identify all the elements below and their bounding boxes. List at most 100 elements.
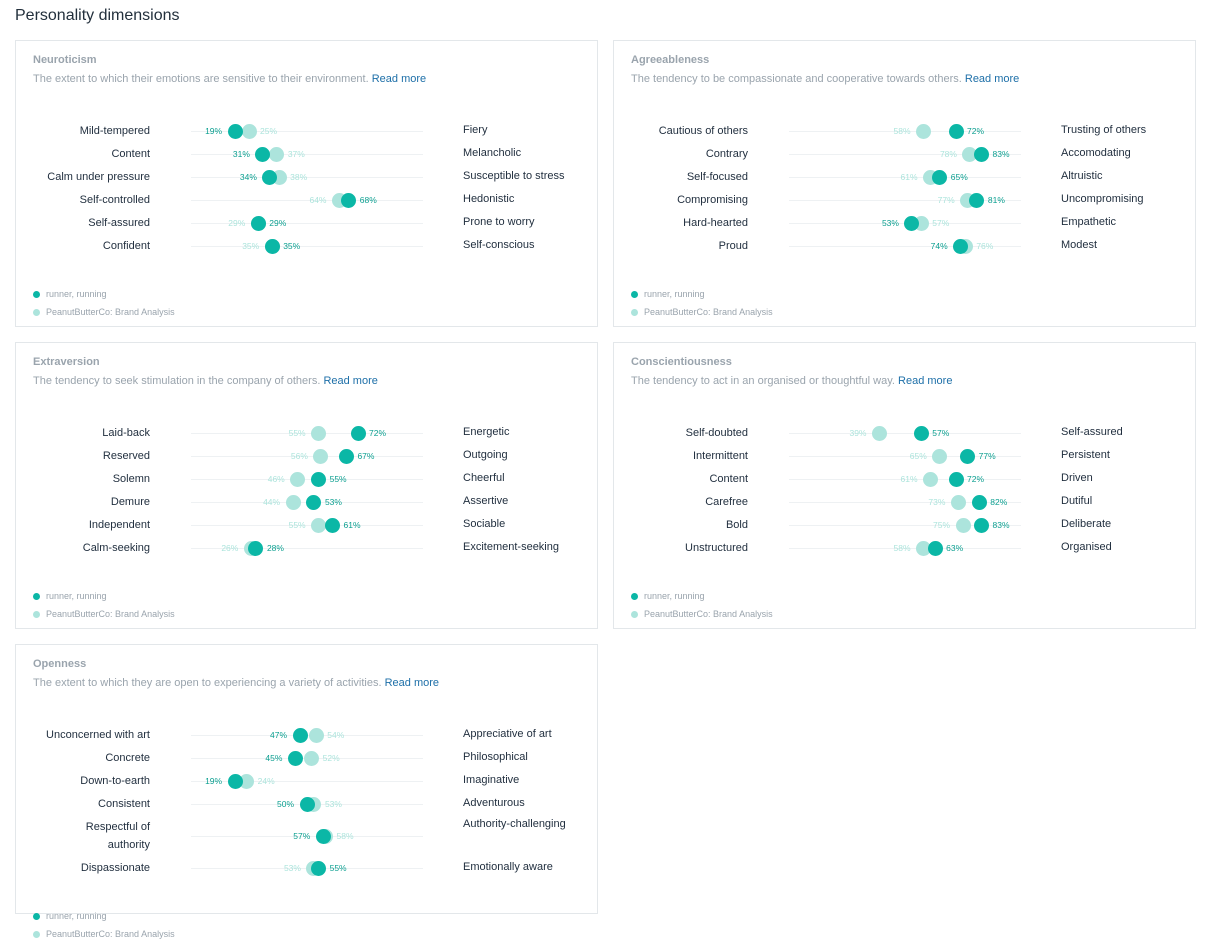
brand-percent: 58%	[893, 543, 911, 553]
legend-runner-label: runner, running	[46, 591, 107, 601]
legend-runner: runner, running	[33, 911, 107, 921]
runner-percent: 31%	[232, 149, 250, 159]
dimension-card: Conscientiousness The tendency to act in …	[613, 342, 1196, 629]
runner-percent: 63%	[946, 543, 964, 553]
runner-percent: 72%	[967, 474, 985, 484]
legend-runner: runner, running	[631, 289, 705, 299]
trait-scale-track	[191, 200, 423, 201]
brand-percent: 53%	[324, 799, 342, 809]
runner-marker	[350, 425, 366, 441]
legend-runner-swatch	[631, 593, 638, 601]
trait-left-label: Reserved	[102, 450, 150, 462]
runner-marker	[311, 471, 327, 487]
dimension-card: Extraversion The tendency to seek stimula…	[15, 342, 598, 629]
trait-right-label: Self-conscious	[463, 239, 535, 251]
runner-percent: 19%	[205, 776, 223, 786]
runner-marker	[255, 146, 271, 162]
read-more-link[interactable]: Read more	[898, 375, 953, 387]
trait-left-label: Mild-tempered	[79, 125, 150, 137]
trait-left-label: Respectful of authority	[85, 821, 150, 851]
runner-marker	[953, 238, 969, 254]
read-more-link[interactable]: Read more	[371, 73, 427, 85]
trait-left-label: Proud	[718, 240, 748, 252]
read-more-link[interactable]: Read more	[384, 677, 440, 689]
runner-marker	[948, 471, 964, 487]
runner-marker	[341, 192, 357, 208]
brand-marker	[241, 123, 257, 139]
trait-left-label: Demure	[110, 496, 150, 508]
trait-scale-track	[789, 502, 1021, 503]
trait-right-label: Altruistic	[1061, 170, 1103, 182]
runner-percent: 83%	[992, 149, 1010, 159]
brand-marker	[308, 727, 324, 743]
runner-percent: 35%	[283, 241, 301, 251]
brand-marker	[290, 471, 306, 487]
runner-marker	[250, 215, 266, 231]
trait-scale-track	[191, 781, 423, 782]
runner-marker	[338, 448, 354, 464]
read-more-link[interactable]: Read more	[964, 73, 1020, 85]
brand-percent: 58%	[893, 126, 911, 136]
legend-runner-label: runner, running	[644, 289, 705, 299]
trait-scale-track	[789, 177, 1021, 178]
legend-brand-label: PeanutButterCo: Brand Analysis	[46, 929, 175, 939]
trait-left-label: Content	[709, 473, 748, 485]
trait-right-label: Persistent	[1061, 449, 1110, 461]
trait-right-label: Excitement-seeking	[463, 541, 559, 553]
trait-left-label: Down-to-earth	[80, 775, 150, 787]
runner-percent: 82%	[990, 497, 1008, 507]
runner-marker	[227, 773, 243, 789]
runner-percent: 81%	[987, 195, 1005, 205]
description-text: The tendency to be compassionate and coo…	[631, 73, 965, 85]
trait-left-label: Concrete	[105, 752, 150, 764]
trait-right-label: Susceptible to stress	[463, 170, 565, 182]
runner-percent: 55%	[329, 863, 347, 873]
runner-marker	[311, 860, 327, 876]
card-description: The tendency to be compassionate and coo…	[631, 73, 1019, 85]
runner-marker	[948, 123, 964, 139]
description-text: The tendency to act in an organised or t…	[631, 375, 899, 387]
brand-percent: 46%	[267, 474, 285, 484]
runner-percent: 47%	[270, 730, 288, 740]
trait-left-label: Bold	[725, 519, 748, 531]
trait-left-label: Unstructured	[685, 542, 748, 554]
brand-percent: 38%	[290, 172, 308, 182]
runner-marker	[913, 425, 929, 441]
runner-marker	[262, 169, 278, 185]
brand-marker	[916, 540, 932, 556]
trait-right-label: Emotionally aware	[463, 861, 553, 873]
trait-scale-track	[191, 223, 423, 224]
card-title: Openness	[33, 658, 87, 670]
trait-left-label: Calm-seeking	[82, 542, 150, 554]
trait-scale-track	[191, 433, 423, 434]
trait-right-label: Outgoing	[463, 449, 508, 461]
legend-brand-swatch	[33, 309, 40, 317]
trait-scale-track	[789, 548, 1021, 549]
brand-marker	[932, 448, 948, 464]
trait-right-label: Authority-challenging	[463, 818, 566, 830]
runner-marker	[974, 146, 990, 162]
trait-right-label: Uncompromising	[1061, 193, 1144, 205]
trait-scale-track	[191, 479, 423, 480]
trait-scale-track	[789, 246, 1021, 247]
card-title: Extraversion	[33, 356, 100, 368]
legend-runner-swatch	[33, 291, 40, 299]
brand-percent: 73%	[928, 497, 946, 507]
read-more-link[interactable]: Read more	[323, 375, 378, 387]
legend-brand-label: PeanutButterCo: Brand Analysis	[46, 307, 175, 317]
brand-percent: 56%	[290, 451, 308, 461]
trait-scale-track	[191, 456, 423, 457]
brand-marker	[239, 773, 255, 789]
legend-brand-label: PeanutButterCo: Brand Analysis	[644, 609, 773, 619]
trait-right-label: Self-assured	[1061, 426, 1123, 438]
legend-brand-swatch	[33, 611, 40, 619]
trait-scale-track	[789, 200, 1021, 201]
legend-runner-swatch	[631, 291, 638, 299]
dimension-card: Agreeableness The tendency to be compassi…	[613, 40, 1196, 327]
trait-left-label: Consistent	[98, 798, 150, 810]
trait-left-label: Independent	[88, 519, 150, 531]
trait-right-label: Prone to worry	[463, 216, 535, 228]
runner-percent: 74%	[930, 241, 948, 251]
brand-percent: 29%	[228, 218, 246, 228]
legend-brand-label: PeanutButterCo: Brand Analysis	[46, 609, 175, 619]
